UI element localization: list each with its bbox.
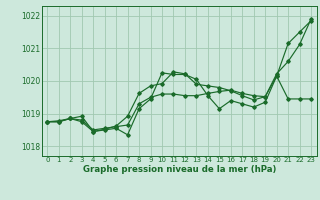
X-axis label: Graphe pression niveau de la mer (hPa): Graphe pression niveau de la mer (hPa): [83, 165, 276, 174]
